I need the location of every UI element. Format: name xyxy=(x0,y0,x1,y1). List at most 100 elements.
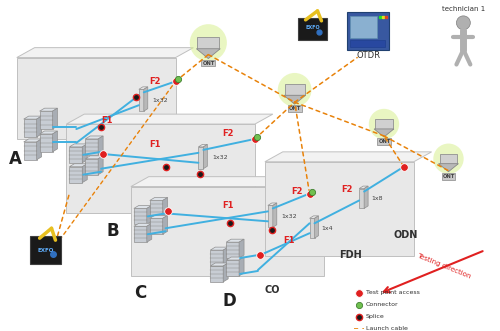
Text: F2: F2 xyxy=(342,185,353,194)
Polygon shape xyxy=(147,206,152,224)
Circle shape xyxy=(278,73,312,107)
Polygon shape xyxy=(131,177,342,187)
Polygon shape xyxy=(70,144,87,147)
Polygon shape xyxy=(284,95,306,104)
Text: A: A xyxy=(9,150,22,168)
Polygon shape xyxy=(310,218,314,238)
Text: EXFO: EXFO xyxy=(38,248,54,253)
Text: Launch cable: Launch cable xyxy=(366,326,408,331)
Text: F1: F1 xyxy=(222,202,234,211)
Text: B: B xyxy=(106,222,118,240)
Polygon shape xyxy=(144,87,148,111)
Text: FDH: FDH xyxy=(340,250,362,260)
Polygon shape xyxy=(82,144,87,163)
Polygon shape xyxy=(310,216,318,218)
Polygon shape xyxy=(359,189,364,209)
Polygon shape xyxy=(239,239,244,258)
Polygon shape xyxy=(202,60,215,67)
Polygon shape xyxy=(273,203,277,227)
Polygon shape xyxy=(150,201,162,216)
Polygon shape xyxy=(131,187,324,276)
Text: Splice: Splice xyxy=(366,314,385,319)
Polygon shape xyxy=(226,260,239,276)
Polygon shape xyxy=(210,250,223,266)
Polygon shape xyxy=(226,242,239,258)
Polygon shape xyxy=(350,40,385,47)
Polygon shape xyxy=(98,156,103,175)
Text: CO: CO xyxy=(265,285,280,295)
Polygon shape xyxy=(40,108,58,111)
Polygon shape xyxy=(210,263,228,266)
Polygon shape xyxy=(374,129,394,137)
Polygon shape xyxy=(348,12,389,50)
Polygon shape xyxy=(210,266,223,282)
Polygon shape xyxy=(52,131,58,152)
Text: C: C xyxy=(134,284,146,302)
Text: F2: F2 xyxy=(222,129,234,138)
Polygon shape xyxy=(86,139,98,155)
Polygon shape xyxy=(134,226,147,242)
Polygon shape xyxy=(162,198,168,216)
Polygon shape xyxy=(66,114,273,124)
Text: EXFO: EXFO xyxy=(305,25,320,30)
Circle shape xyxy=(456,16,470,30)
Polygon shape xyxy=(40,134,52,152)
Polygon shape xyxy=(139,89,144,111)
Polygon shape xyxy=(226,239,244,242)
Circle shape xyxy=(434,144,464,174)
Polygon shape xyxy=(24,139,42,142)
Text: ONT: ONT xyxy=(289,106,302,111)
Polygon shape xyxy=(288,105,302,112)
Polygon shape xyxy=(198,147,203,169)
Polygon shape xyxy=(82,164,87,183)
Polygon shape xyxy=(162,215,168,234)
Text: 1x4: 1x4 xyxy=(322,226,333,231)
Polygon shape xyxy=(438,164,458,172)
Polygon shape xyxy=(265,152,432,162)
Text: Connector: Connector xyxy=(366,302,398,307)
Polygon shape xyxy=(147,223,152,242)
Text: Testing direction: Testing direction xyxy=(416,253,472,279)
Text: 1x32: 1x32 xyxy=(152,98,168,103)
Polygon shape xyxy=(17,48,194,58)
Polygon shape xyxy=(359,186,368,189)
Polygon shape xyxy=(440,154,458,164)
Polygon shape xyxy=(298,18,328,40)
Circle shape xyxy=(190,24,227,61)
Polygon shape xyxy=(268,206,273,227)
Polygon shape xyxy=(36,116,42,137)
Polygon shape xyxy=(70,164,87,167)
Text: F1: F1 xyxy=(283,236,294,245)
Polygon shape xyxy=(204,144,208,169)
Text: ODN: ODN xyxy=(394,230,418,240)
Polygon shape xyxy=(198,37,219,49)
Polygon shape xyxy=(150,198,168,201)
Text: Test point access: Test point access xyxy=(366,290,420,295)
Circle shape xyxy=(369,109,399,139)
Polygon shape xyxy=(196,49,220,59)
Polygon shape xyxy=(150,218,162,234)
Text: 1x32: 1x32 xyxy=(212,155,228,160)
Polygon shape xyxy=(265,162,414,256)
Polygon shape xyxy=(17,58,175,139)
Polygon shape xyxy=(40,131,58,134)
Polygon shape xyxy=(442,173,456,180)
Polygon shape xyxy=(24,142,36,160)
Text: ONT: ONT xyxy=(378,139,390,144)
Polygon shape xyxy=(210,247,228,250)
Polygon shape xyxy=(198,144,207,147)
Polygon shape xyxy=(377,138,391,145)
Polygon shape xyxy=(36,139,42,160)
Polygon shape xyxy=(86,136,103,139)
Polygon shape xyxy=(24,119,36,137)
Polygon shape xyxy=(350,16,377,38)
Text: F1: F1 xyxy=(149,140,160,149)
Polygon shape xyxy=(239,257,244,276)
Polygon shape xyxy=(223,263,228,282)
Polygon shape xyxy=(284,84,304,95)
Polygon shape xyxy=(66,124,255,213)
Text: ONT: ONT xyxy=(443,174,455,179)
Polygon shape xyxy=(40,111,52,129)
Polygon shape xyxy=(70,147,82,163)
Polygon shape xyxy=(52,108,58,129)
